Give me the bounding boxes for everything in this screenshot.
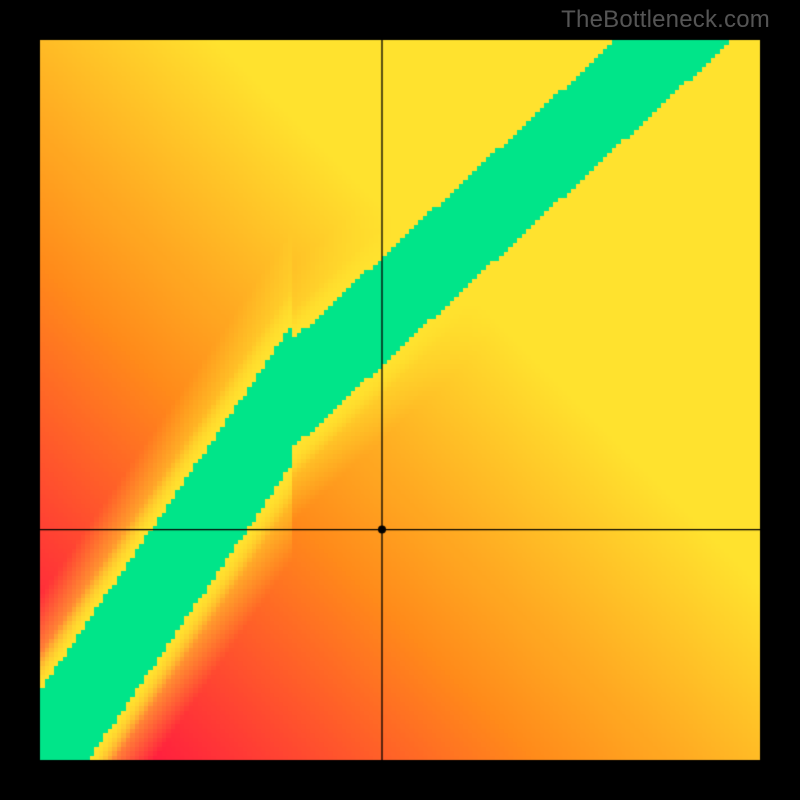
bottleneck-heatmap xyxy=(0,0,800,800)
watermark: TheBottleneck.com xyxy=(561,6,770,34)
